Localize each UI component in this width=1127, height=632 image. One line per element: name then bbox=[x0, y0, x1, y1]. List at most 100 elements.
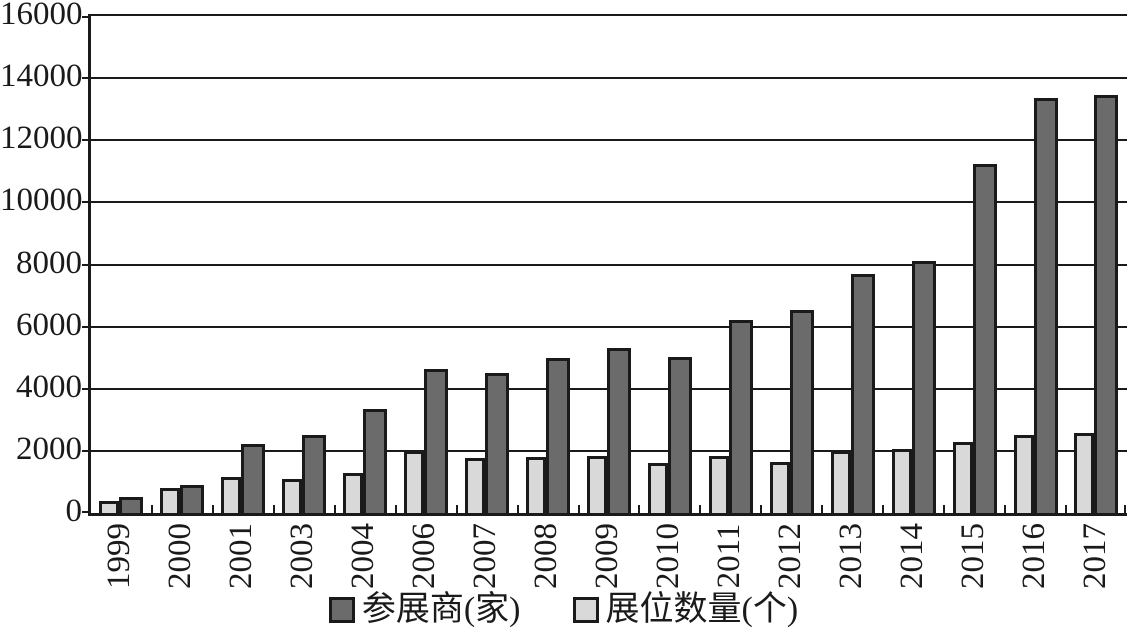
bar-booths-2004 bbox=[343, 473, 364, 513]
bar-exhibitors-2017 bbox=[1094, 95, 1119, 513]
bar-group-2016 bbox=[1005, 16, 1066, 513]
y-axis-label-10000: 10000 bbox=[0, 182, 83, 219]
bar-exhibitors-2001 bbox=[241, 444, 266, 513]
x-axis-tick bbox=[150, 505, 153, 513]
x-axis-tick bbox=[272, 505, 275, 513]
bar-group-2015 bbox=[944, 16, 1005, 513]
x-axis-tick bbox=[394, 505, 397, 513]
bar-booths-2009 bbox=[586, 456, 607, 513]
bar-booths-2003 bbox=[282, 479, 303, 513]
y-axis-label-12000: 12000 bbox=[0, 120, 83, 157]
x-axis-tick bbox=[821, 505, 824, 513]
gridline-8000 bbox=[91, 263, 1127, 266]
x-axis-label-2017: 2017 bbox=[1076, 523, 1113, 589]
y-axis-tick bbox=[82, 449, 91, 452]
x-axis-tick bbox=[455, 505, 458, 513]
legend: 参展商(家) 展位数量(个) bbox=[0, 590, 1127, 630]
y-axis-tick bbox=[82, 511, 91, 513]
bar-exhibitors-2000 bbox=[180, 485, 205, 513]
y-axis-label-2000: 2000 bbox=[16, 430, 82, 467]
x-axis-label-2014: 2014 bbox=[893, 523, 930, 589]
y-axis-label-8000: 8000 bbox=[16, 244, 82, 281]
bar-exhibitors-2016 bbox=[1033, 98, 1058, 513]
x-axis-label-2009: 2009 bbox=[589, 523, 625, 589]
bar-group-2000 bbox=[152, 16, 213, 513]
legend-item-exhibitors: 参展商(家) bbox=[328, 590, 521, 630]
x-axis-label-2008: 2008 bbox=[528, 523, 565, 589]
bar-exhibitors-2004 bbox=[363, 409, 388, 513]
bar-booths-2001 bbox=[221, 477, 242, 513]
x-axis-label-2000: 2000 bbox=[162, 523, 199, 589]
bar-booths-2013 bbox=[830, 451, 851, 513]
bar-booths-2006 bbox=[404, 451, 425, 513]
x-axis-tick bbox=[333, 505, 336, 513]
bar-booths-2017 bbox=[1074, 433, 1095, 513]
bar-exhibitors-2014 bbox=[911, 261, 936, 513]
bar-exhibitors-2003 bbox=[302, 435, 327, 513]
bar-booths-2007 bbox=[465, 458, 486, 513]
y-axis-tick bbox=[82, 77, 91, 80]
bar-group-2004 bbox=[335, 16, 396, 513]
x-axis-label-2006: 2006 bbox=[406, 523, 443, 589]
bar-exhibitors-2008 bbox=[546, 358, 571, 513]
bar-booths-2012 bbox=[769, 462, 790, 513]
x-axis-label-2007: 2007 bbox=[467, 523, 504, 589]
x-axis-label-2012: 2012 bbox=[771, 523, 808, 589]
legend-swatch-exhibitors bbox=[328, 597, 355, 623]
y-axis-label-14000: 14000 bbox=[0, 58, 83, 95]
bar-exhibitors-2012 bbox=[789, 310, 814, 513]
gridline-10000 bbox=[91, 201, 1127, 204]
legend-swatch-booths bbox=[572, 597, 599, 623]
bar-booths-2016 bbox=[1013, 435, 1034, 513]
bar-exhibitors-2007 bbox=[485, 373, 510, 513]
y-axis-label-6000: 6000 bbox=[16, 306, 82, 343]
bar-group-2011 bbox=[700, 16, 761, 513]
y-axis-label-16000: 16000 bbox=[0, 0, 83, 32]
y-axis-tick bbox=[82, 325, 91, 328]
y-axis-tick bbox=[82, 139, 91, 142]
bar-exhibitors-2009 bbox=[606, 348, 631, 513]
x-axis-tick bbox=[638, 505, 641, 513]
bar-group-2001 bbox=[213, 16, 274, 513]
bar-exhibitors-1999 bbox=[119, 497, 144, 513]
y-axis-tick bbox=[82, 263, 91, 266]
legend-label-exhibitors: 参展商(家) bbox=[361, 591, 521, 628]
x-axis-tick bbox=[1004, 505, 1007, 513]
bar-group-2009 bbox=[579, 16, 640, 513]
bar-group-2003 bbox=[274, 16, 335, 513]
x-axis-label-2001: 2001 bbox=[223, 523, 260, 589]
bar-booths-2011 bbox=[708, 456, 729, 513]
x-axis-label-2013: 2013 bbox=[832, 523, 869, 589]
bar-booths-2000 bbox=[160, 488, 181, 513]
bar-exhibitors-2006 bbox=[424, 369, 449, 513]
y-axis-label-0: 0 bbox=[65, 493, 83, 529]
legend-item-booths: 展位数量(个) bbox=[572, 590, 799, 630]
y-axis-tick bbox=[82, 16, 91, 18]
x-axis-tick bbox=[211, 505, 214, 513]
y-axis-tick bbox=[82, 201, 91, 204]
bar-group-2017 bbox=[1066, 16, 1127, 513]
bar-booths-2014 bbox=[891, 449, 912, 513]
x-axis-tick bbox=[943, 505, 946, 513]
gridline-12000 bbox=[91, 139, 1127, 142]
bar-group-2010 bbox=[639, 16, 700, 513]
bar-group-1999 bbox=[91, 16, 152, 513]
x-axis-tick bbox=[760, 505, 763, 513]
bar-group-2007 bbox=[457, 16, 518, 513]
gridline-14000 bbox=[91, 77, 1127, 80]
x-axis-label-2010: 2010 bbox=[649, 523, 686, 589]
bar-group-2008 bbox=[518, 16, 579, 513]
bar-exhibitors-2010 bbox=[667, 357, 692, 513]
bar-group-2014 bbox=[883, 16, 944, 513]
bar-booths-1999 bbox=[99, 501, 120, 513]
bar-group-2013 bbox=[822, 16, 883, 513]
x-axis-label-2016: 2016 bbox=[1015, 523, 1052, 589]
x-axis-label-2015: 2015 bbox=[954, 523, 991, 589]
legend-label-booths: 展位数量(个) bbox=[605, 591, 799, 628]
plot-area bbox=[82, 14, 1127, 516]
x-axis-tick bbox=[516, 505, 519, 513]
x-axis-tick bbox=[699, 505, 702, 513]
x-axis-label-1999: 1999 bbox=[101, 523, 138, 589]
gridline-6000 bbox=[91, 325, 1127, 328]
